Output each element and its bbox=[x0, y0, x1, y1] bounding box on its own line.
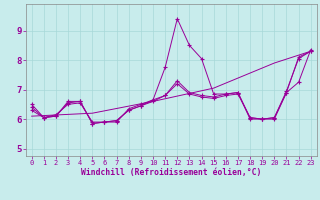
X-axis label: Windchill (Refroidissement éolien,°C): Windchill (Refroidissement éolien,°C) bbox=[81, 168, 261, 177]
